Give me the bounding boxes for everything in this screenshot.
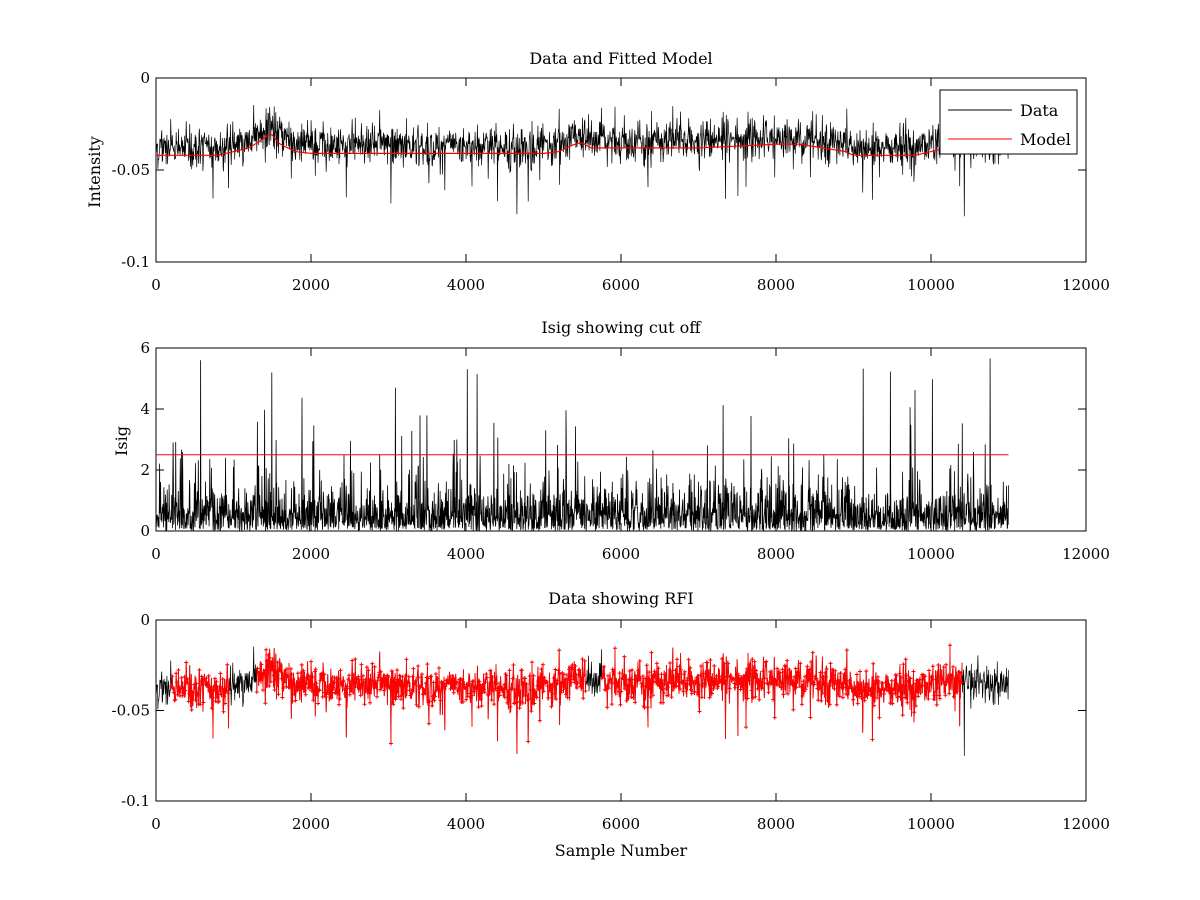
bottom-xtick-label: 6000 xyxy=(602,815,640,833)
middle-isig-series xyxy=(155,358,1009,532)
top-ytick-label: -0.1 xyxy=(121,253,150,271)
bottom-xlabel: Sample Number xyxy=(555,841,688,860)
middle-xtick-label: 6000 xyxy=(602,545,640,563)
bottom-ytick-label: -0.05 xyxy=(112,702,150,720)
middle-xtick-label: 10000 xyxy=(907,545,955,563)
top-ytick-label: -0.05 xyxy=(112,161,150,179)
top-ytick-label: 0 xyxy=(140,69,150,87)
middle-ylabel: Isig xyxy=(112,426,131,456)
bottom-ytick-label: -0.1 xyxy=(121,792,150,810)
middle-xtick-label: 8000 xyxy=(757,545,795,563)
bottom-xtick-label: 0 xyxy=(151,815,161,833)
bottom-xtick-label: 12000 xyxy=(1062,815,1110,833)
middle-plot-area: 0 2000 4000 6000 8000 10000 12000 0 2 4 6 xyxy=(140,339,1109,563)
bottom-xtick-label: 8000 xyxy=(757,815,795,833)
panel-top: Data and Fitted Model Intensity 0 2000 400… xyxy=(85,49,1110,294)
bottom-xtick-label: 10000 xyxy=(907,815,955,833)
bottom-xtick-label: 2000 xyxy=(292,815,330,833)
top-xtick-label: 6000 xyxy=(602,276,640,294)
legend-box xyxy=(939,89,1078,155)
middle-ytick-label: 2 xyxy=(140,461,150,479)
middle-ytick-label: 0 xyxy=(140,522,150,540)
top-xtick-label: 2000 xyxy=(292,276,330,294)
top-model-series xyxy=(156,134,955,156)
top-xtick-label: 0 xyxy=(151,276,161,294)
middle-xtick-label: 4000 xyxy=(447,545,485,563)
middle-ytick-label: 6 xyxy=(140,339,150,357)
middle-xtick-label: 2000 xyxy=(292,545,330,563)
middle-xtick-label: 12000 xyxy=(1062,545,1110,563)
bottom-ytick-label: 0 xyxy=(140,611,150,629)
top-xtick-label: 10000 xyxy=(907,276,955,294)
panel-bottom: Data showing RFI Sample Number 0 2000 4000… xyxy=(112,589,1110,860)
middle-title: Isig showing cut off xyxy=(541,318,702,337)
top-xtick-label: 12000 xyxy=(1062,276,1110,294)
top-xtick-label: 8000 xyxy=(757,276,795,294)
top-title: Data and Fitted Model xyxy=(529,49,712,68)
panel-middle: Isig showing cut off Isig 0 2000 4000 6000 8… xyxy=(112,318,1110,563)
bottom-rfi-series xyxy=(171,645,963,754)
middle-xtick-label: 0 xyxy=(151,545,161,563)
top-xtick-label: 4000 xyxy=(447,276,485,294)
legend-data-label: Data xyxy=(1020,101,1059,120)
bottom-xtick-label: 4000 xyxy=(447,815,485,833)
bottom-plot-area: 0 2000 4000 6000 8000 10000 12000 -0.1 -0.05 0 xyxy=(112,611,1110,833)
top-legend: Data Model xyxy=(939,89,1078,155)
top-ylabel: Intensity xyxy=(85,136,104,208)
middle-ytick-label: 4 xyxy=(140,400,150,418)
bottom-title: Data showing RFI xyxy=(548,589,693,608)
top-data-series xyxy=(155,103,1009,217)
top-plot-area: 0 2000 4000 6000 8000 10000 12000 -0.1 -0.05 0 xyxy=(112,69,1110,294)
legend-model-label: Model xyxy=(1020,130,1071,149)
